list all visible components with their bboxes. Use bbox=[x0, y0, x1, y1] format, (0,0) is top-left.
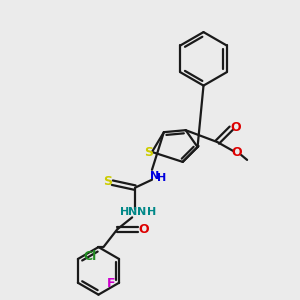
Text: O: O bbox=[232, 146, 242, 160]
Text: S: S bbox=[145, 146, 154, 160]
Text: F: F bbox=[107, 277, 116, 290]
Text: N: N bbox=[128, 207, 137, 218]
Text: Cl: Cl bbox=[83, 250, 96, 263]
Text: O: O bbox=[139, 223, 149, 236]
Text: H: H bbox=[147, 207, 157, 218]
Text: N: N bbox=[137, 207, 147, 218]
Text: H: H bbox=[157, 173, 167, 183]
Text: H: H bbox=[120, 207, 129, 218]
Text: N: N bbox=[150, 171, 160, 181]
Text: S: S bbox=[103, 175, 112, 188]
Text: O: O bbox=[230, 121, 241, 134]
